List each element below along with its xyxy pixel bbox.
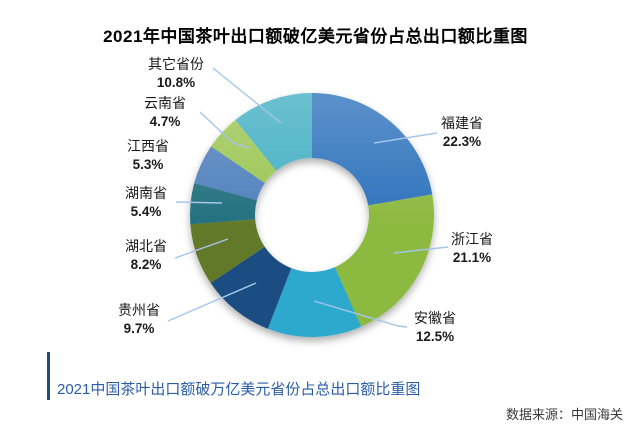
slice-label-name: 湖北省 bbox=[125, 240, 167, 255]
slice-label-name: 安徽省 bbox=[414, 312, 456, 327]
slice-label-湖北省: 湖北省 8.2% bbox=[125, 239, 167, 273]
leader-line-贵州省 bbox=[167, 282, 257, 322]
slice-label-name: 其它省份 bbox=[148, 58, 204, 73]
slice-label-云南省: 云南省 4.7% bbox=[144, 96, 186, 130]
leader-line-福建省 bbox=[373, 132, 438, 144]
leader-line-云南省 bbox=[199, 111, 250, 149]
leader-line-浙江省 bbox=[393, 246, 449, 254]
slice-label-percent: 9.7% bbox=[123, 321, 155, 336]
slice-label-name: 云南省 bbox=[144, 97, 186, 112]
leader-line-其它省份 bbox=[212, 67, 282, 124]
slice-label-湖南省: 湖南省 5.4% bbox=[125, 186, 167, 220]
slice-label-percent: 5.3% bbox=[132, 157, 164, 172]
slice-label-percent: 8.2% bbox=[130, 257, 162, 272]
slice-label-安徽省: 安徽省 12.5% bbox=[414, 311, 456, 345]
chart-title: 2021年中国茶叶出口额破亿美元省份占总出口额比重图 bbox=[103, 27, 528, 46]
slice-label-name: 福建省 bbox=[441, 117, 483, 132]
slice-label-percent: 10.8% bbox=[156, 75, 196, 90]
slice-label-贵州省: 贵州省 9.7% bbox=[118, 303, 160, 337]
slice-label-name: 浙江省 bbox=[451, 233, 493, 248]
slice-label-name: 湖南省 bbox=[125, 187, 167, 202]
slice-label-福建省: 福建省 22.3% bbox=[441, 116, 483, 150]
caption-accent-bar bbox=[47, 352, 50, 400]
caption-text: 2021中国茶叶出口额破万亿美元省份占总出口额比重图 bbox=[57, 381, 421, 398]
slice-label-其它省份: 其它省份 10.8% bbox=[148, 57, 204, 91]
leader-line-湖北省 bbox=[174, 238, 229, 259]
slice-label-percent: 21.1% bbox=[452, 250, 492, 265]
slice-label-name: 贵州省 bbox=[118, 304, 160, 319]
slice-label-浙江省: 浙江省 21.1% bbox=[451, 232, 493, 266]
data-source-text: 数据来源：中国海关 bbox=[505, 407, 623, 422]
leader-line-湖南省 bbox=[175, 201, 223, 204]
slice-label-percent: 4.7% bbox=[149, 114, 181, 129]
slice-label-percent: 5.4% bbox=[130, 204, 162, 219]
leader-line-安徽省 bbox=[313, 300, 408, 328]
slice-label-percent: 22.3% bbox=[442, 134, 482, 149]
slice-label-percent: 12.5% bbox=[415, 329, 455, 344]
donut-shine-overlay bbox=[189, 93, 434, 337]
slice-label-name: 江西省 bbox=[127, 140, 169, 155]
slice-label-江西省: 江西省 5.3% bbox=[127, 139, 169, 173]
